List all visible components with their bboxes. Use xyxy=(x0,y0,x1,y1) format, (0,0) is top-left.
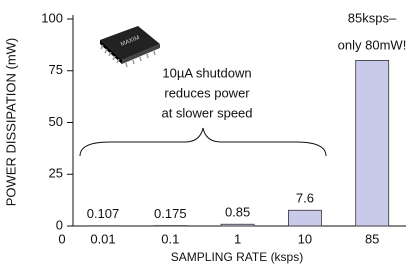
value-label: 0.175 xyxy=(154,206,187,221)
y-tick-label: 25 xyxy=(49,166,63,181)
y-tick-label: 75 xyxy=(49,62,63,77)
value-label: 0.85 xyxy=(225,205,250,220)
annotation: reduces power xyxy=(164,85,250,100)
y-tick-label: 100 xyxy=(41,10,63,25)
x-tick-label: 10 xyxy=(298,231,312,246)
value-label: 7.6 xyxy=(296,191,314,206)
y-axis-label: POWER DISSIPATION (mW) xyxy=(3,38,18,207)
x-tick-label: 1 xyxy=(234,231,241,246)
value-label: 0.107 xyxy=(87,206,120,221)
annotation: only 80mW! xyxy=(338,37,407,52)
bar xyxy=(221,224,254,226)
chip-icon: MAXIM xyxy=(100,26,160,67)
x-origin-label: 0 xyxy=(58,231,65,246)
x-tick-label: 0.01 xyxy=(90,231,115,246)
annotation: 85ksps– xyxy=(348,10,397,25)
chart: MAXIM POWER DISSIPATION (mW) SAMPLING RA… xyxy=(0,0,414,267)
annotation: at slower speed xyxy=(161,105,252,120)
y-tick-label: 0 xyxy=(56,217,63,232)
bar xyxy=(288,210,321,226)
brace xyxy=(80,128,326,156)
x-tick-label: 85 xyxy=(365,231,379,246)
bar xyxy=(356,60,389,226)
x-axis-label: SAMPLING RATE (ksps) xyxy=(171,250,303,264)
x-tick-label: 0.1 xyxy=(161,231,179,246)
y-tick-label: 50 xyxy=(49,114,63,129)
annotation: 10µA shutdown xyxy=(162,65,251,80)
